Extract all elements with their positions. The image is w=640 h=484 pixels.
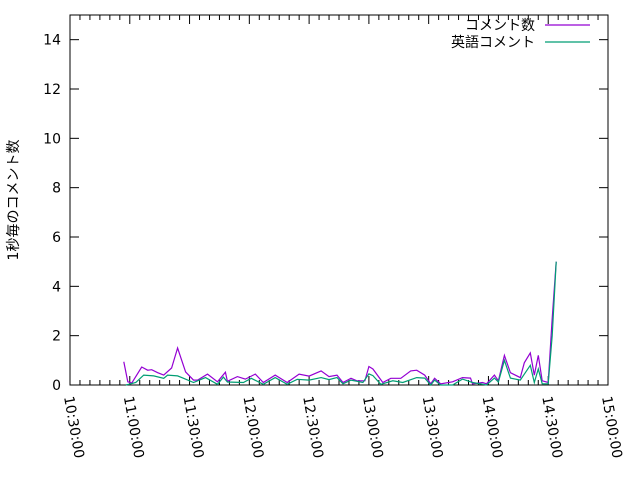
y-tick-label: 14 (43, 33, 61, 49)
x-tick-label: 11:00:00 (120, 395, 147, 460)
x-tick-label: 11:30:00 (180, 395, 207, 460)
series-lines (123, 261, 557, 386)
legend-label-0: コメント数 (465, 18, 535, 34)
x-tick-label: 12:00:00 (239, 395, 266, 460)
y-tick-label: 12 (43, 82, 61, 98)
y-tick-label: 8 (52, 181, 61, 197)
tick-labels: 0 2 4 6 8 10 12 14 10:30:00 11:00:00 11:30:00 12:00… (43, 33, 625, 460)
y-tick-label: 10 (43, 131, 61, 147)
plot-border (69, 14, 609, 386)
y-axis-label: 1秒毎のコメント数 (6, 140, 22, 261)
x-tick-label: 12:30:00 (299, 395, 326, 460)
x-tick-label: 13:00:00 (359, 395, 386, 460)
series-line-0 (123, 261, 557, 385)
x-tick-label: 15:00:00 (598, 395, 625, 460)
x-tick-label: 10:30:00 (60, 395, 87, 460)
y-tick-label: 2 (52, 329, 61, 345)
x-tick-label: 14:00:00 (479, 395, 506, 460)
legend-label-1: 英語コメント (451, 34, 535, 51)
y-tick-label: 4 (52, 279, 61, 295)
x-tick-label: 14:30:00 (538, 395, 565, 460)
legend: コメント数 英語コメント (451, 18, 590, 51)
x-tick-label: 13:30:00 (419, 395, 446, 460)
axes (69, 14, 609, 386)
y-tick-label: 0 (52, 378, 61, 394)
y-tick-label: 6 (52, 230, 61, 246)
series-line-1 (125, 261, 557, 386)
